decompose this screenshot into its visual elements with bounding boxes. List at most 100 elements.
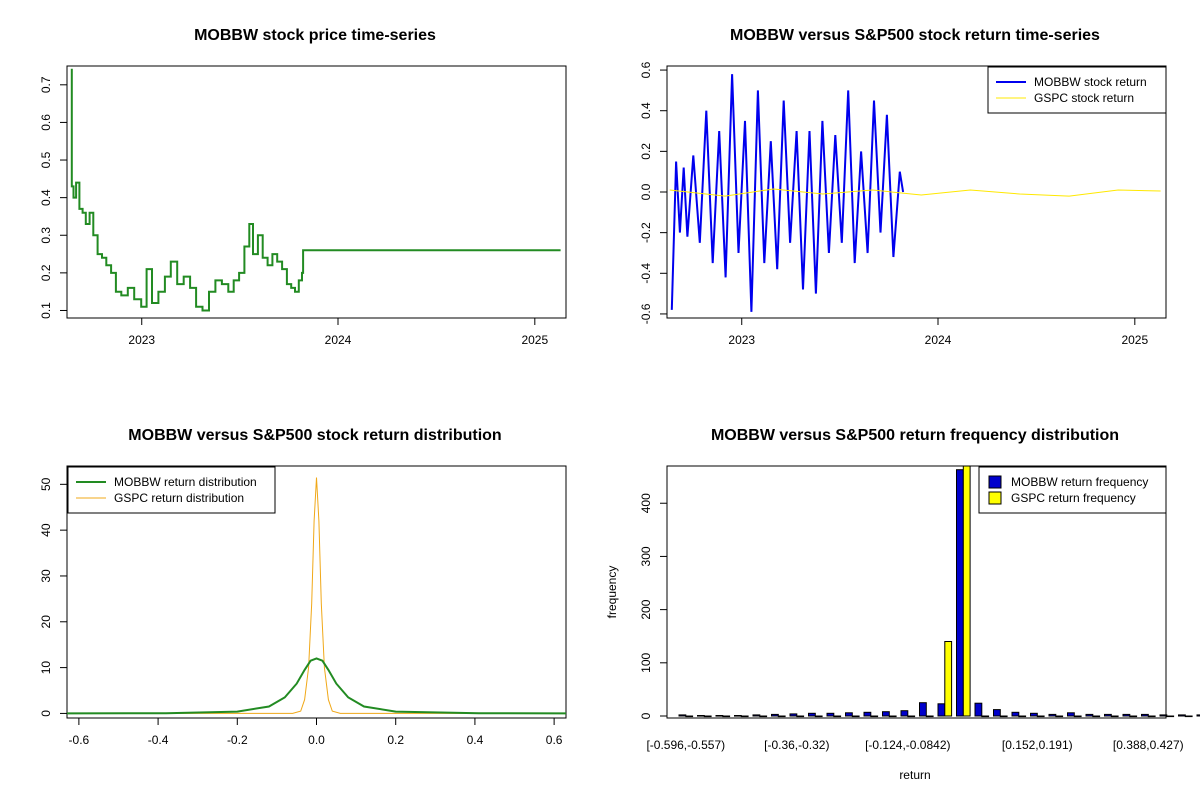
mobbw-bar [715, 715, 724, 717]
gspc-bar [1166, 715, 1175, 718]
plot-frame [666, 465, 1167, 719]
mobbw-bar [919, 702, 927, 717]
axes: 2023 2024 2025 0.1 0.2 0.3 0.4 0.5 0.6 0.7 [39, 76, 548, 347]
gspc-bar [722, 715, 731, 718]
y-tick-label: 400 [639, 493, 653, 513]
x-tick-label: -0.2 [227, 733, 248, 747]
x-tick-label: [-0.596,-0.557) [646, 738, 725, 752]
mobbw-bar [678, 714, 687, 717]
mobbw-bar [1067, 712, 1075, 717]
x-tick-label: 2023 [728, 333, 755, 347]
legend-box [978, 466, 1167, 514]
gspc-bar [1147, 715, 1156, 718]
mobbw-bar [771, 713, 779, 717]
y-tick-label: 200 [639, 599, 653, 619]
mobbw-bar [974, 702, 983, 717]
y-tick-label: 0.2 [39, 264, 53, 281]
panel-title: MOBBW versus S&P500 stock return distrib… [128, 427, 501, 444]
legend-label-gspc: GSPC stock return [1034, 91, 1134, 105]
mobbw-bar [956, 469, 964, 717]
gspc-bar [703, 715, 712, 718]
x-tick-label: 2025 [1121, 333, 1148, 347]
mobbw-return-line [670, 74, 905, 312]
legend-label-mobbw: MOBBW return frequency [1011, 475, 1148, 489]
mobbw-bar [1159, 714, 1168, 717]
gspc-bar [962, 465, 971, 717]
gspc-bar [685, 715, 694, 718]
y-tick-label: 0.4 [639, 102, 653, 119]
gspc-bar [814, 715, 823, 718]
legend-label-gspc: GSPC return distribution [114, 491, 244, 505]
mobbw-bar [1104, 713, 1112, 717]
mobbw-density-line [66, 657, 567, 715]
gspc-bar [1184, 715, 1193, 718]
x-tick-label: [-0.124,-0.0842) [865, 738, 950, 752]
y-tick-label: 0.3 [39, 227, 53, 244]
mobbw-bar [1011, 711, 1020, 717]
mobbw-bar [697, 715, 705, 717]
x-tick-label: 0.2 [387, 733, 404, 747]
panel-title: MOBBW versus S&P500 return frequency dis… [711, 427, 1119, 444]
legend-box [987, 66, 1167, 114]
x-tick-label: 2024 [925, 333, 952, 347]
plot-frame [66, 65, 567, 319]
return-frequency-panel: MOBBW versus S&P500 return frequency dis… [605, 427, 1200, 782]
mobbw-bar [845, 712, 853, 717]
legend-swatch-gspc [988, 491, 1002, 505]
series-layer [66, 477, 567, 715]
gspc-bar [777, 715, 786, 718]
legend: MOBBW return distribution GSPC return di… [67, 466, 276, 514]
y-tick-label: 0.7 [39, 76, 53, 93]
gspc-bar [1092, 715, 1101, 718]
mobbw-bar [1085, 713, 1094, 717]
mobbw-bar [826, 712, 835, 717]
gspc-bar [925, 715, 934, 718]
y-tick-label: 0.1 [39, 302, 53, 319]
x-tick-label: 2024 [325, 333, 352, 347]
y-tick-label: -0.6 [639, 303, 653, 324]
mobbw-bar [1141, 713, 1149, 717]
mobbw-bar [1048, 713, 1057, 717]
gspc-bar [1055, 715, 1064, 718]
mobbw-bar [900, 710, 909, 717]
legend-label-gspc: GSPC return frequency [1011, 491, 1136, 505]
gspc-bar [944, 641, 953, 717]
axes: [-0.596,-0.557) [-0.36,-0.32) [-0.124,-0.0… [639, 493, 1184, 752]
gspc-bar [796, 715, 805, 718]
panel-title: MOBBW versus S&P500 stock return time-se… [730, 27, 1100, 44]
x-tick-label: -0.4 [148, 733, 169, 747]
mobbw-bar [863, 711, 872, 717]
axes: 2023 2024 2025 -0.6 -0.4 -0.2 0.0 0.2 0.4 0.6 [639, 61, 1148, 347]
return-timeseries-panel: MOBBW versus S&P500 stock return time-se… [639, 27, 1167, 347]
gspc-bar [1073, 715, 1082, 718]
y-tick-label: 0.2 [639, 143, 653, 160]
mobbw-bar [1178, 714, 1186, 717]
y-tick-label: 0.0 [639, 183, 653, 200]
gspc-return-line [669, 188, 1161, 197]
mobbw-bar [1196, 714, 1200, 717]
legend-box [67, 466, 276, 514]
legend: MOBBW stock return GSPC stock return [987, 66, 1167, 114]
gspc-bar [888, 715, 897, 718]
x-tick-label: -0.6 [69, 733, 90, 747]
gspc-bar [851, 715, 860, 718]
mobbw-bar [993, 709, 1001, 717]
y-tick-label: -0.2 [639, 222, 653, 243]
x-tick-label: [0.152,0.191) [1002, 738, 1073, 752]
legend: MOBBW return frequency GSPC return frequ… [978, 466, 1167, 514]
y-tick-label: 300 [639, 546, 653, 566]
gspc-bar [759, 715, 768, 718]
mobbw-bar [1122, 713, 1131, 717]
mobbw-bar [808, 712, 816, 717]
y-tick-label: 100 [639, 652, 653, 672]
gspc-bar [740, 715, 749, 718]
gspc-bar [1129, 715, 1138, 718]
y-tick-label: 10 [39, 661, 53, 675]
x-tick-label: [0.388,0.427) [1113, 738, 1184, 752]
y-tick-label: -0.4 [639, 263, 653, 284]
y-tick-label: 0 [639, 712, 653, 719]
price-timeseries-panel: MOBBW stock price time-series 2023 2024 20… [39, 27, 567, 347]
y-tick-label: 0.4 [39, 189, 53, 206]
